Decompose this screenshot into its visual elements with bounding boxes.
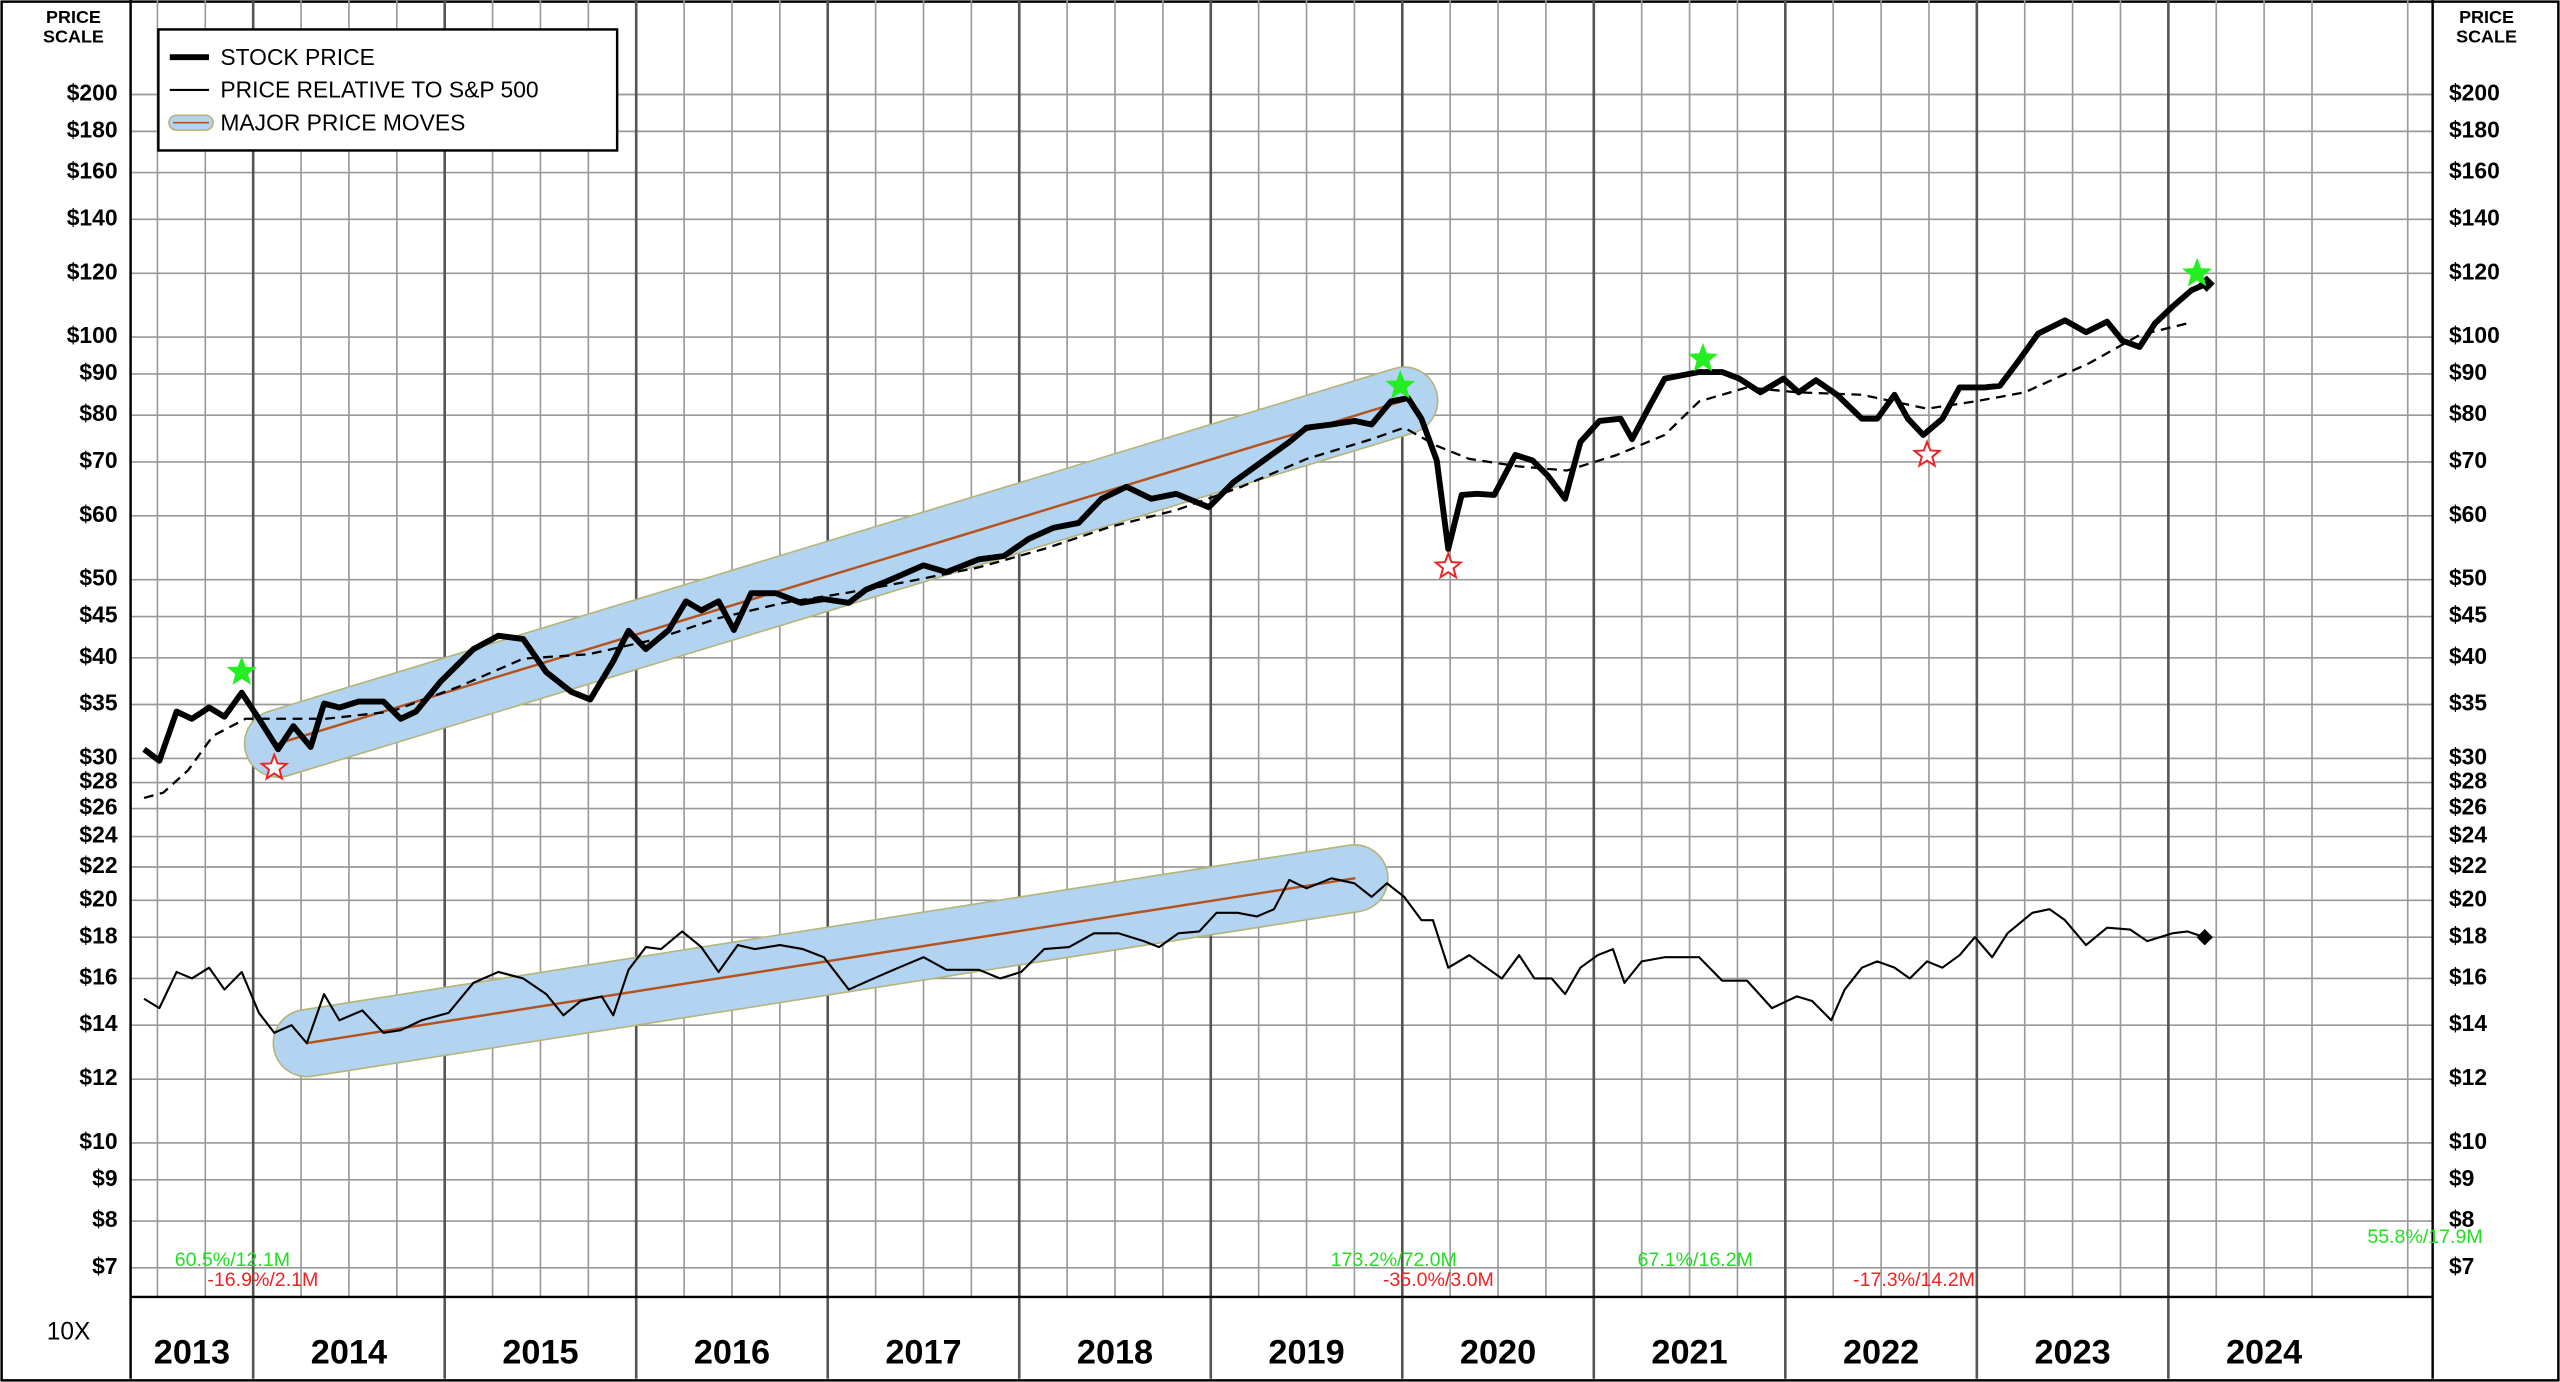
y-tick-label-right: $120 bbox=[2449, 258, 2500, 284]
x-tick-label: 2019 bbox=[1268, 1333, 1344, 1371]
y-tick-label: $9 bbox=[92, 1165, 117, 1191]
y-tick-label-right: $90 bbox=[2449, 359, 2487, 385]
y-tick-label: $10 bbox=[79, 1128, 117, 1154]
series-line bbox=[143, 322, 2188, 800]
y-tick-label: $120 bbox=[67, 258, 118, 284]
y-tick-label: $20 bbox=[79, 885, 117, 911]
y-tick-label-right: $80 bbox=[2449, 400, 2487, 426]
x-tick-label: 2020 bbox=[1460, 1333, 1536, 1371]
low-marker bbox=[1433, 550, 1464, 580]
annotation: 60.5%/12.1M bbox=[175, 1249, 290, 1271]
low-marker bbox=[1912, 439, 1943, 468]
y-tick-label: $28 bbox=[79, 768, 117, 794]
y-tick-label-right: $50 bbox=[2449, 565, 2487, 591]
y-tick-label: $90 bbox=[79, 359, 117, 385]
y-tick-label-right: $24 bbox=[2449, 822, 2487, 848]
y-tick-label: $140 bbox=[67, 204, 118, 230]
price-scale-label: PRICE SCALE bbox=[2456, 8, 2517, 48]
series-line bbox=[142, 280, 2208, 764]
y-tick-label-right: $14 bbox=[2449, 1010, 2487, 1036]
y-tick-label-right: $28 bbox=[2449, 768, 2487, 794]
annotation: 173.2%/72.0M bbox=[1331, 1249, 1457, 1271]
y-tick-label-right: $20 bbox=[2449, 885, 2487, 911]
legend: STOCK PRICE PRICE RELATIVE TO S&P 500 MAJO… bbox=[157, 28, 619, 152]
trend-line bbox=[276, 399, 1406, 745]
trend-line bbox=[305, 877, 1356, 1045]
y-tick-label: $12 bbox=[79, 1064, 117, 1090]
y-tick-label: $30 bbox=[79, 743, 117, 769]
y-tick-label-right: $26 bbox=[2449, 794, 2487, 820]
y-tick-label: $100 bbox=[67, 322, 118, 348]
y-tick-label-right: $9 bbox=[2449, 1165, 2474, 1191]
annotation: 55.8%/17.9M bbox=[2367, 1226, 2482, 1248]
y-tick-label-right: $7 bbox=[2449, 1253, 2474, 1279]
y-tick-label: $35 bbox=[79, 690, 117, 716]
annotation: -17.3%/14.2M bbox=[1853, 1269, 1975, 1291]
legend-box bbox=[157, 28, 619, 152]
y-tick-label-right: $22 bbox=[2449, 852, 2487, 878]
y-tick-label: $180 bbox=[67, 116, 118, 142]
high-marker bbox=[226, 656, 257, 685]
high-marker bbox=[2182, 257, 2213, 287]
y-tick-label: $22 bbox=[79, 852, 117, 878]
x-tick-label: 2016 bbox=[694, 1333, 770, 1371]
low-marker bbox=[259, 752, 290, 781]
y-tick-label: $160 bbox=[67, 158, 118, 184]
y-tick-label: $60 bbox=[79, 501, 117, 527]
y-tick-label: $50 bbox=[79, 565, 117, 591]
x-tick-label: 2022 bbox=[1843, 1333, 1919, 1371]
y-tick-label-right: $30 bbox=[2449, 743, 2487, 769]
x-tick-label: 2021 bbox=[1651, 1333, 1727, 1371]
y-tick-label-right: $200 bbox=[2449, 80, 2500, 106]
y-tick-label-right: $12 bbox=[2449, 1064, 2487, 1090]
y-tick-label-right: $60 bbox=[2449, 501, 2487, 527]
high-marker bbox=[1385, 369, 1416, 399]
y-tick-label-right: $18 bbox=[2449, 922, 2487, 948]
y-tick-label: $45 bbox=[79, 602, 117, 628]
annotation: 67.1%/16.2M bbox=[1638, 1249, 1753, 1271]
x-tick-label: 2014 bbox=[311, 1333, 387, 1371]
y-tick-label: $24 bbox=[79, 822, 117, 848]
y-tick-label: $18 bbox=[79, 922, 117, 948]
y-tick-label-right: $40 bbox=[2449, 643, 2487, 669]
x-tick-label: 2018 bbox=[1077, 1333, 1153, 1371]
annotation: -16.9%/2.1M bbox=[207, 1269, 318, 1291]
y-tick-label: $200 bbox=[67, 80, 118, 106]
y-tick-label: $70 bbox=[79, 447, 117, 473]
price-scale-left: PRICE SCALE bbox=[43, 8, 104, 48]
legend-label: MAJOR PRICE MOVES bbox=[220, 109, 465, 135]
y-tick-label-right: $140 bbox=[2449, 204, 2500, 230]
legend-label: PRICE RELATIVE TO S&P 500 bbox=[220, 77, 538, 103]
high-marker bbox=[1687, 342, 1719, 372]
y-tick-label-right: $10 bbox=[2449, 1128, 2487, 1154]
scale-note: 10X bbox=[47, 1318, 91, 1345]
y-tick-label-right: $70 bbox=[2449, 447, 2487, 473]
y-tick-label: $40 bbox=[79, 643, 117, 669]
y-tick-label: $8 bbox=[92, 1206, 118, 1232]
y-tick-label: $26 bbox=[79, 794, 117, 820]
price-scale-right: PRICE SCALE bbox=[2456, 8, 2517, 48]
y-tick-label-right: $45 bbox=[2449, 602, 2487, 628]
y-tick-label: $7 bbox=[92, 1253, 117, 1279]
y-tick-label-right: $16 bbox=[2449, 963, 2487, 989]
x-tick-label: 2024 bbox=[2226, 1333, 2302, 1371]
x-tick-label: 2023 bbox=[2034, 1333, 2110, 1371]
x-tick-label: 2015 bbox=[502, 1333, 578, 1371]
price-scale-label: PRICE SCALE bbox=[43, 8, 104, 48]
y-tick-label-right: $100 bbox=[2449, 322, 2500, 348]
y-tick-label-right: $8 bbox=[2449, 1206, 2475, 1232]
y-tick-label-right: $180 bbox=[2449, 116, 2500, 142]
x-tick-label: 2017 bbox=[885, 1333, 961, 1371]
annotation: -35.0%/3.0M bbox=[1383, 1269, 1494, 1291]
y-tick-label: $80 bbox=[79, 400, 117, 426]
x-tick-label: 2013 bbox=[154, 1333, 230, 1371]
legend-label: STOCK PRICE bbox=[220, 44, 374, 70]
series-line bbox=[143, 877, 2206, 1045]
y-tick-label: $16 bbox=[79, 963, 117, 989]
y-tick-label-right: $160 bbox=[2449, 158, 2500, 184]
y-tick-label-right: $35 bbox=[2449, 690, 2487, 716]
y-tick-label: $14 bbox=[79, 1010, 117, 1036]
